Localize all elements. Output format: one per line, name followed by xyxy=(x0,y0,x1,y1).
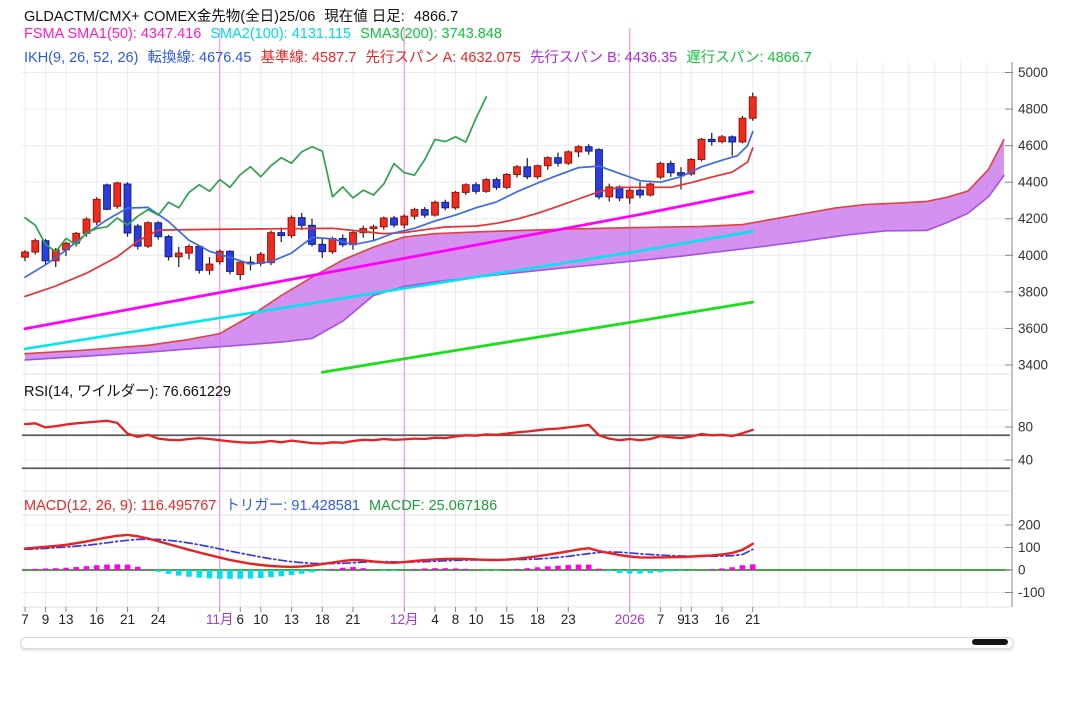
x-axis-label: 21 xyxy=(120,612,135,627)
ichimoku-lines xyxy=(24,96,754,298)
x-axis-label: 13 xyxy=(284,612,299,627)
y-axis-label: 5000 xyxy=(1018,65,1048,80)
candlesticks xyxy=(21,92,757,280)
legend-line-fsma: FSMA SMA1(50): 4347.416 SMA2(100): 4131.… xyxy=(24,26,502,42)
x-axis-label: 4 xyxy=(431,612,439,627)
kijun-label: 基準線: 4587.7 xyxy=(260,50,357,66)
fsma-sma1-label: FSMA SMA1(50): 4347.416 xyxy=(24,26,202,42)
x-axis-label: 16 xyxy=(89,612,104,627)
y-axis-label: 80 xyxy=(1018,420,1033,435)
x-axis-label: 2026 xyxy=(615,612,645,627)
axes: 5000480046004400420040003800360034008040… xyxy=(21,62,1048,627)
rsi-legend: RSI(14, ワイルダー): 76.661229 xyxy=(24,380,231,401)
trigger-label: トリガー: 91.428581 xyxy=(225,498,360,514)
rsi-panel xyxy=(22,419,1010,470)
tenkan-label: 転換線: 4676.45 xyxy=(147,50,252,66)
x-axis-label: 21 xyxy=(345,612,360,627)
current-price-label: 現在値 日足: xyxy=(324,9,405,25)
macd-panel xyxy=(22,533,1010,579)
current-price-value: 4866.7 xyxy=(413,9,459,25)
x-axis-label: 10 xyxy=(253,612,268,627)
x-axis-label: 15 xyxy=(499,612,514,627)
x-axis-label: 13 xyxy=(58,612,73,627)
x-axis-label: 13 xyxy=(684,612,699,627)
y-axis-label: 200 xyxy=(1018,518,1041,533)
x-axis-label: 16 xyxy=(714,612,729,627)
macdf-label: MACDF: 25.067186 xyxy=(368,498,498,514)
span-a-label: 先行スパン A: 4632.075 xyxy=(365,50,521,66)
x-axis-label: 18 xyxy=(315,612,330,627)
x-axis-label: 9 xyxy=(42,612,50,627)
y-axis-label: 3600 xyxy=(1018,321,1048,336)
x-axis-label: 8 xyxy=(452,612,460,627)
y-axis-label: 3800 xyxy=(1018,284,1048,299)
scrollbar-track[interactable] xyxy=(20,637,1014,649)
x-axis-label: 11月 xyxy=(206,612,234,627)
rsi-label: RSI(14, ワイルダー): 76.661229 xyxy=(24,384,232,400)
sma3-label: SMA3(200): 3743.848 xyxy=(360,26,502,42)
macd-label: MACD(12, 26, 9): 116.495767 xyxy=(24,498,217,514)
y-axis-label: 4600 xyxy=(1018,138,1048,153)
x-axis-label: 6 xyxy=(236,612,244,627)
x-axis-label: 18 xyxy=(530,612,545,627)
legend-line-1: GLDACTM/CMX+ COMEX金先物(全日)25/06 現在値 日足: 4… xyxy=(24,5,458,26)
chikou-label: 遅行スパン: 4866.7 xyxy=(686,50,812,66)
chart-title: GLDACTM/CMX+ COMEX金先物(全日)25/06 xyxy=(24,9,316,25)
sma2-label: SMA2(100): 4131.115 xyxy=(210,26,352,42)
y-axis-label: 4800 xyxy=(1018,102,1048,117)
scrollbar-handle[interactable] xyxy=(972,639,1008,645)
x-axis-label: 9 xyxy=(677,612,685,627)
y-axis-label: -100 xyxy=(1018,585,1045,600)
gridlines xyxy=(22,62,1010,608)
ikh-label: IKH(9, 26, 52, 26) xyxy=(24,50,139,66)
y-axis-label: 4400 xyxy=(1018,175,1048,190)
x-axis-label: 23 xyxy=(561,612,576,627)
x-axis-label: 7 xyxy=(657,612,665,627)
moving-averages xyxy=(23,190,755,374)
y-axis-label: 100 xyxy=(1018,540,1041,555)
x-axis-label: 7 xyxy=(21,612,29,627)
legend-line-ikh: IKH(9, 26, 52, 26) 転換線: 4676.45 基準線: 458… xyxy=(24,46,812,67)
y-axis-label: 3400 xyxy=(1018,357,1048,372)
span-b-label: 先行スパン B: 4436.35 xyxy=(529,50,678,66)
y-axis-label: 4200 xyxy=(1018,211,1048,226)
x-axis-label: 10 xyxy=(468,612,483,627)
x-axis-label: 24 xyxy=(151,612,167,627)
y-axis-label: 4000 xyxy=(1018,248,1048,263)
x-axis-label: 12月 xyxy=(390,612,419,627)
macd-legend: MACD(12, 26, 9): 116.495767 トリガー: 91.428… xyxy=(24,494,497,515)
y-axis-label: 0 xyxy=(1018,563,1026,578)
ichimoku-cloud xyxy=(24,139,1005,361)
y-axis-label: 40 xyxy=(1018,453,1033,468)
x-axis-label: 21 xyxy=(745,612,760,627)
